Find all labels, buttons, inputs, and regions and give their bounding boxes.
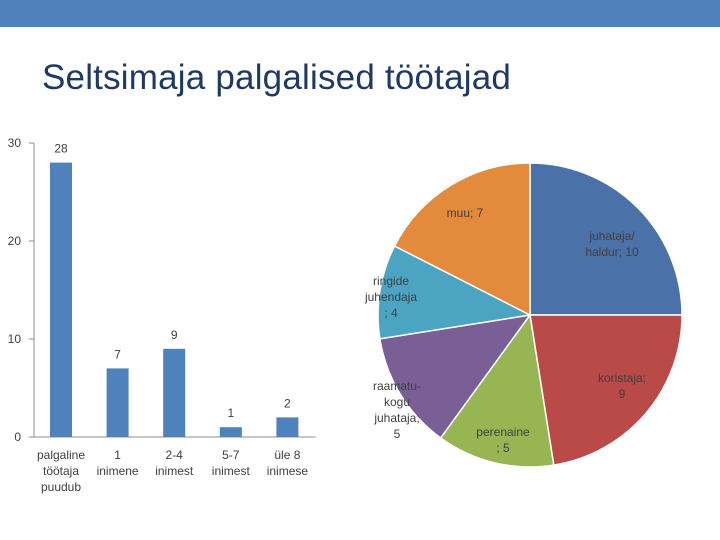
pie-slice-label: muu; 7	[447, 206, 484, 220]
bar-data-label: 2	[284, 396, 291, 410]
bar-data-label: 1	[227, 406, 234, 420]
bar	[50, 162, 72, 437]
pie-slice-label: ringide juhendaja; 4	[364, 274, 417, 320]
bar-y-tick-label: 30	[8, 136, 22, 150]
pie-slice-label: raamatu-kogu juhataja; 5	[373, 379, 421, 441]
bar-y-tick-label: 20	[8, 234, 22, 248]
pie-slice	[529, 314, 683, 466]
bar-category-label: palgaline töötaja puudub	[37, 448, 85, 494]
bar-category-label: 2-4 inimest	[155, 448, 194, 478]
bar	[106, 368, 129, 437]
bar	[276, 417, 299, 437]
bar-category-label: 5-7 inimest	[212, 448, 251, 478]
pie-slice-label: perenaine; 5	[476, 425, 530, 455]
bar-y-tick-label: 0	[14, 430, 21, 444]
pie-slice	[379, 313, 532, 440]
bar-data-label: 9	[171, 328, 178, 342]
pie-slice	[529, 162, 683, 316]
pie-slice-label: koristaja; 9	[598, 371, 646, 401]
bar-data-label: 28	[54, 142, 68, 156]
bar-y-tick-label: 10	[8, 332, 22, 346]
slide-title: Seltsimaja palgalised töötajad	[42, 58, 512, 97]
bar-category-label: üle 8 inimese	[267, 448, 309, 478]
pie-slice	[439, 313, 555, 468]
pie-slice-label: juhataja/haldur; 10	[585, 229, 639, 259]
top-accent-bar	[0, 0, 720, 27]
bar-data-label: 7	[114, 347, 121, 361]
bar	[219, 427, 242, 437]
bar	[163, 348, 186, 437]
pie-slice	[377, 244, 533, 340]
bar-category-label: 1 inimene	[97, 448, 139, 478]
pie-slice	[393, 162, 531, 317]
